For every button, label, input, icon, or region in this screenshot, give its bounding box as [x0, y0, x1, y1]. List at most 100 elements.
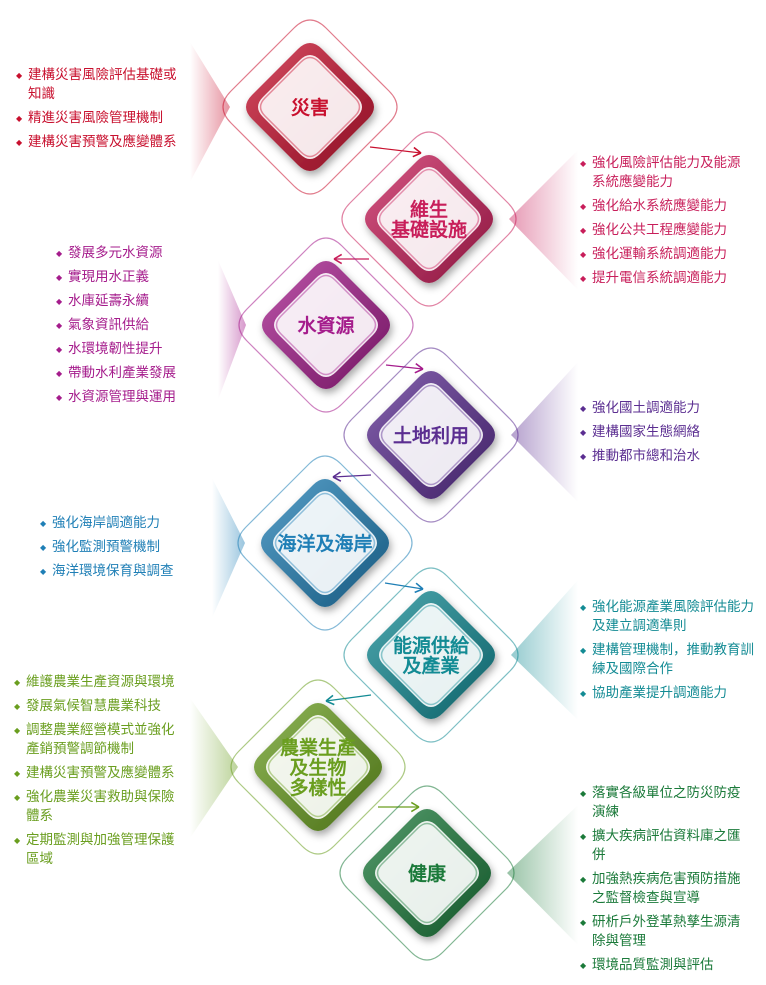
node-label: 及生物 — [289, 756, 346, 779]
arrowhead — [410, 801, 420, 813]
arrowhead — [332, 471, 342, 482]
connector-line — [332, 474, 372, 478]
items-health: 落實各級單位之防災防疫演練 擴大疾病評估資料庫之匯併 加強熱疾病危害預防措施之監… — [580, 784, 752, 980]
fan-ocean — [212, 478, 245, 618]
list-item: 建構災害預警及應變體系 — [14, 764, 186, 783]
items-agriculture: 維護農業生產資源與環境 發展氣候智慧農業科技 調整農業經營模式並強化產銷預警調節… — [14, 673, 186, 874]
frame-disaster — [222, 19, 398, 195]
arrowhead — [325, 694, 335, 706]
list-item: 環境品質監測與評估 — [580, 956, 752, 975]
diamond-inner — [379, 603, 483, 707]
list-item: 加強熱疾病危害預防措施之監督檢查與宣導 — [580, 870, 752, 908]
list-item: 精進災害風險管理機制 — [16, 109, 186, 128]
node-land: 土地利用 — [367, 371, 495, 499]
fan-energy — [511, 580, 578, 720]
list-item: 提升電信系統調適能力 — [580, 269, 752, 288]
diamond-inner-edge — [376, 822, 478, 924]
arrowhead — [414, 582, 424, 594]
list-item: 研析戶外登革熱孳生源清除與管理 — [580, 913, 752, 951]
diamond-inner — [375, 821, 479, 925]
node-label: 農業生產 — [280, 736, 356, 759]
list-item: 氣象資訊供給 — [56, 316, 216, 335]
list-item: 水環境韌性提升 — [56, 340, 216, 359]
diamond-inner — [258, 55, 362, 159]
diamond-inner-edge — [380, 604, 482, 706]
diamond-inner-edge — [378, 168, 480, 270]
items-infrastructure: 強化風險評估能力及能源系統應變能力 強化給水系統應變能力 強化公共工程應變能力 … — [580, 154, 752, 293]
arrowhead — [412, 146, 422, 158]
diamond-inner — [266, 715, 370, 819]
list-item: 帶動水利產業發展 — [56, 364, 216, 383]
diamond-inner-edge — [259, 56, 361, 158]
node-label: 土地利用 — [393, 424, 469, 447]
fan-disaster — [190, 42, 230, 182]
list-item: 發展氣候智慧農業科技 — [14, 697, 186, 716]
diamond-inner-edge — [274, 492, 376, 594]
frame-water — [238, 237, 414, 413]
list-item: 協助產業提升調適能力 — [580, 684, 754, 703]
connector-line — [384, 582, 424, 590]
diamond-inner-edge — [380, 384, 482, 486]
list-item: 強化國土調適能力 — [580, 399, 752, 418]
list-item: 實現用水正義 — [56, 268, 216, 287]
list-item: 水資源管理與運用 — [56, 388, 216, 407]
node-label: 能源供給 — [393, 634, 470, 657]
list-item: 強化公共工程應變能力 — [580, 221, 752, 240]
node-water: 水資源 — [262, 261, 390, 389]
list-item: 落實各級單位之防災防疫演練 — [580, 784, 752, 822]
list-item: 水庫延壽永續 — [56, 292, 216, 311]
connector-line — [325, 694, 372, 702]
node-label: 及產業 — [402, 654, 460, 677]
frame-energy — [343, 567, 519, 743]
list-item: 建構管理機制，推動教育訓練及國際合作 — [580, 641, 754, 679]
diamond-inner — [377, 167, 481, 271]
diamond-inner-edge — [267, 716, 369, 818]
items-energy: 強化能源產業風險評估能力及建立調適準則 建構管理機制，推動教育訓練及國際合作 協… — [580, 598, 754, 708]
node-label: 多樣性 — [289, 776, 346, 799]
list-item: 強化運輸系統調適能力 — [580, 245, 752, 264]
fan-agriculture — [190, 698, 238, 838]
node-ocean: 海洋及海岸 — [261, 479, 389, 607]
node-label: 災害 — [291, 96, 329, 119]
items-disaster: 建構災害風險評估基礎或知識 精進災害風險管理機制 建構災害預警及應變體系 — [16, 66, 186, 157]
node-label: 健康 — [408, 862, 447, 885]
diamond-inner-edge — [275, 274, 377, 376]
list-item: 擴大疾病評估資料庫之匯併 — [580, 827, 752, 865]
diamond-inner — [379, 383, 483, 487]
list-item: 強化給水系統應變能力 — [580, 197, 752, 216]
frame-agriculture — [230, 679, 406, 855]
items-land: 強化國土調適能力 建構國家生態網絡 推動都市總和治水 — [580, 399, 752, 471]
list-item: 強化能源產業風險評估能力及建立調適準則 — [580, 598, 754, 636]
list-item: 建構災害預警及應變體系 — [16, 133, 186, 152]
list-item: 強化監測預警機制 — [40, 538, 210, 557]
node-label: 水資源 — [297, 314, 354, 337]
fan-water — [218, 260, 246, 400]
list-item: 強化農業災害救助與保險體系 — [14, 788, 186, 826]
fan-health — [507, 805, 578, 945]
frame-ocean — [237, 455, 413, 631]
items-ocean: 強化海岸調適能力 強化監測預警機制 海洋環境保育與調查 — [40, 514, 210, 586]
list-item: 推動都市總和治水 — [580, 447, 752, 466]
connector-line — [369, 146, 422, 154]
arrowhead — [333, 253, 343, 265]
fan-land — [511, 362, 578, 502]
list-item: 定期監測與加強管理保護區域 — [14, 831, 186, 869]
node-label: 基礎設施 — [390, 218, 467, 241]
list-item: 強化風險評估能力及能源系統應變能力 — [580, 154, 752, 192]
fan-infrastructure — [509, 150, 578, 290]
list-item: 強化海岸調適能力 — [40, 514, 210, 533]
node-disaster: 災害 — [246, 43, 374, 171]
list-item: 海洋環境保育與調查 — [40, 562, 210, 581]
list-item: 建構國家生態網絡 — [580, 423, 752, 442]
list-item: 發展多元水資源 — [56, 244, 216, 263]
node-label: 維生 — [410, 198, 448, 221]
frame-health — [339, 785, 515, 961]
frame-land — [343, 347, 519, 523]
diamond-inner — [273, 491, 377, 595]
frame-infrastructure — [341, 131, 517, 307]
arrowhead — [414, 362, 424, 374]
